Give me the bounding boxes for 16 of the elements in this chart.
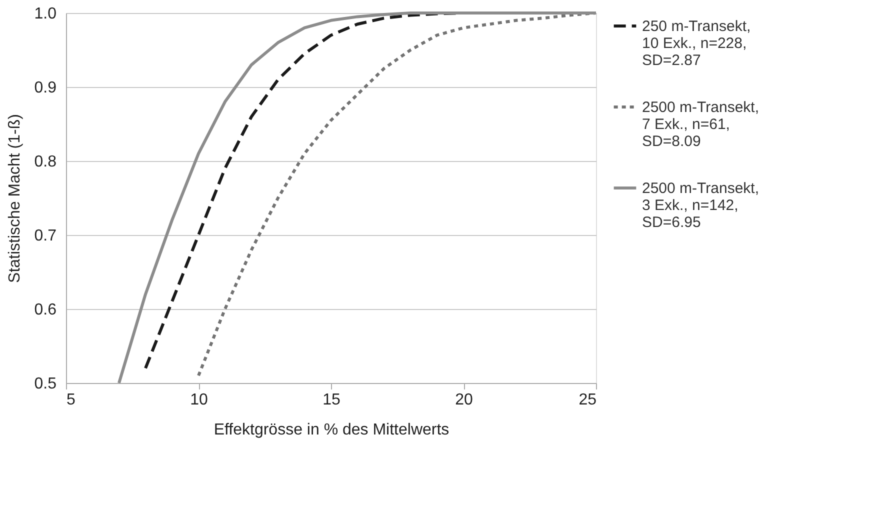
- legend-label: 2500 m-Transekt, 7 Exk., n=61, SD=8.09: [642, 99, 759, 150]
- y-tick-label: 0.8: [34, 154, 57, 170]
- y-axis-title: Statistische Macht (1-ß): [6, 114, 24, 283]
- y-tick-label: 0.9: [34, 80, 57, 96]
- y-tick-label: 0.6: [34, 302, 57, 318]
- legend-label: 2500 m-Transekt, 3 Exk., n=142, SD=6.95: [642, 180, 759, 231]
- x-axis-title: Effektgrösse in % des Mittelwerts: [214, 422, 450, 438]
- y-tick-label: 1.0: [34, 6, 57, 22]
- x-tick-label: 5: [66, 392, 76, 408]
- x-tick-label: 25: [578, 392, 597, 408]
- x-tick-label: 10: [190, 392, 208, 408]
- y-tick-label: 0.7: [34, 228, 57, 244]
- x-tick-label: 15: [322, 392, 340, 408]
- x-tick-label: 20: [455, 392, 473, 408]
- y-tick-label: 0.5: [34, 376, 57, 392]
- legend-label: 250 m-Transekt, 10 Exk., n=228, SD=2.87: [642, 18, 751, 69]
